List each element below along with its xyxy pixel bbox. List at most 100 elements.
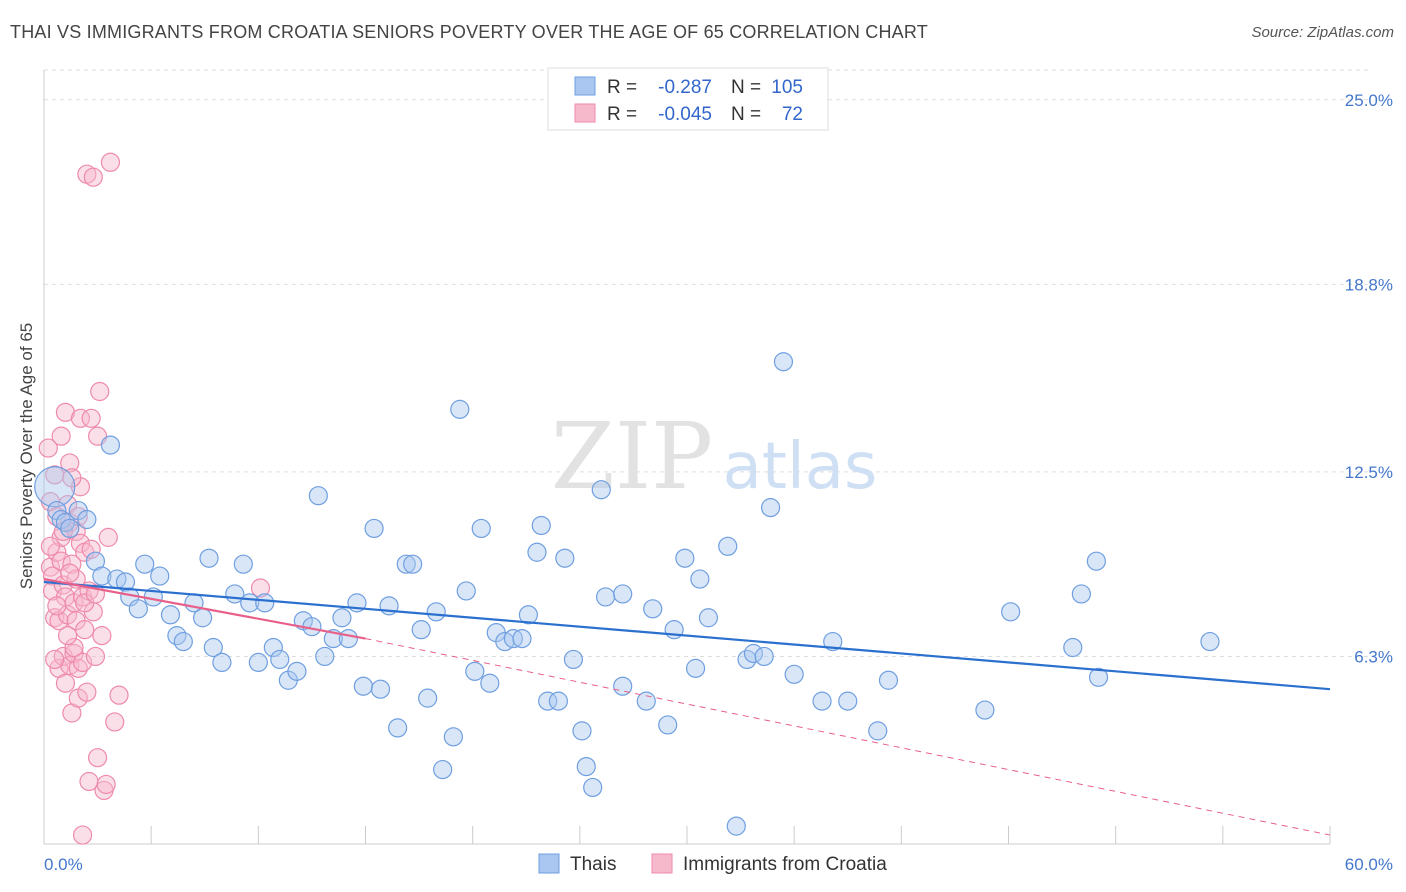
watermark: ZIP atlas: [551, 403, 877, 510]
grid: [44, 69, 1370, 657]
x-tick-label: 60.0%: [1345, 855, 1393, 874]
data-point: [718, 536, 738, 556]
data-point: [332, 608, 352, 628]
data-point: [98, 527, 118, 547]
stats-r-label-thai: R =: [607, 77, 637, 98]
data-point: [555, 548, 575, 568]
stats-n-value-thai: 105: [771, 77, 803, 98]
data-point: [62, 468, 82, 488]
data-point: [255, 593, 275, 613]
data-point: [443, 727, 463, 747]
data-point: [308, 486, 328, 506]
data-point: [823, 631, 843, 652]
data-point: [287, 661, 307, 681]
data-point: [658, 715, 678, 735]
data-point: [975, 700, 995, 720]
data-point: [77, 509, 97, 530]
x-tick-label: 0.0%: [44, 855, 83, 874]
data-point: [81, 539, 101, 559]
data-point: [403, 554, 423, 574]
data-point: [75, 620, 95, 640]
data-point: [90, 381, 110, 402]
y-axis-label: Seniors Poverty Over the Age of 65: [17, 323, 36, 589]
legend-label-thai: Thais: [570, 854, 616, 875]
data-point: [100, 435, 121, 455]
data-point: [150, 566, 170, 586]
data-point: [812, 691, 832, 711]
data-point: [572, 721, 592, 741]
data-point: [456, 581, 476, 601]
data-point: [1001, 602, 1021, 622]
stats-n-value-croatia: 72: [782, 104, 803, 125]
bottom-legend: Thais Immigrants from Croatia: [538, 853, 887, 875]
data-point: [40, 536, 61, 556]
data-point: [109, 685, 129, 705]
data-point: [55, 673, 76, 693]
data-point: [105, 712, 125, 732]
data-point: [370, 679, 391, 699]
data-point: [426, 602, 446, 622]
data-point: [47, 596, 67, 616]
data-point: [743, 643, 764, 664]
data-point: [784, 664, 804, 684]
data-point: [690, 569, 710, 589]
data-point: [270, 649, 290, 670]
data-point: [471, 518, 491, 539]
data-point: [77, 682, 97, 702]
axes: 6.3% 12.5% 18.8% 25.0% 0.0% 60.0%: [43, 70, 1393, 874]
data-point: [353, 676, 373, 696]
trend-lines: [43, 577, 1331, 836]
stats-r-value-croatia: -0.045: [658, 104, 712, 125]
data-point: [96, 774, 116, 795]
data-point: [480, 673, 500, 693]
data-point: [465, 661, 485, 681]
trend-line-croatia: [43, 577, 366, 640]
data-point: [754, 646, 774, 667]
y-tick-label: 6.3%: [1354, 647, 1393, 666]
chart-title: THAI VS IMMIGRANTS FROM CROATIA SENIORS …: [10, 22, 928, 42]
data-point: [51, 426, 71, 446]
data-point: [411, 620, 431, 640]
data-point: [60, 518, 80, 539]
data-point: [548, 691, 569, 711]
data-point: [868, 721, 888, 741]
y-tick-label: 12.5%: [1345, 463, 1393, 482]
data-point: [212, 652, 232, 673]
data-point: [613, 676, 633, 696]
data-point: [698, 608, 719, 628]
data-point: [1086, 551, 1106, 571]
data-point: [100, 152, 121, 172]
data-point: [418, 688, 438, 708]
data-point: [115, 572, 136, 592]
data-point: [64, 637, 84, 658]
data-point: [675, 548, 695, 568]
data-point: [81, 408, 101, 428]
stats-n-label-thai: N =: [731, 77, 761, 98]
data-point: [60, 563, 80, 583]
data-point: [85, 646, 106, 667]
data-point: [613, 584, 633, 604]
data-point: [92, 626, 112, 646]
y-tick-label: 18.8%: [1345, 275, 1393, 294]
stats-legend: R = -0.287 N = 105 R = -0.045 N = 72: [547, 67, 829, 131]
data-point: [595, 587, 616, 607]
data-point: [576, 756, 596, 777]
trend-line-croatia-dashed: [365, 638, 1331, 836]
data-point: [433, 759, 453, 780]
data-point: [128, 599, 148, 619]
trend-line-thai: [43, 580, 1331, 691]
data-point: [70, 533, 91, 553]
data-point: [92, 566, 112, 586]
data-point: [643, 599, 663, 619]
data-point: [250, 578, 271, 598]
data-point: [233, 554, 253, 574]
data-point: [838, 691, 858, 711]
data-point: [583, 777, 603, 798]
data-point: [135, 554, 155, 574]
stats-r-label-croatia: R =: [607, 104, 637, 125]
data-point: [773, 352, 794, 372]
data-point: [512, 628, 532, 649]
data-point: [563, 649, 584, 670]
data-point: [57, 626, 78, 646]
